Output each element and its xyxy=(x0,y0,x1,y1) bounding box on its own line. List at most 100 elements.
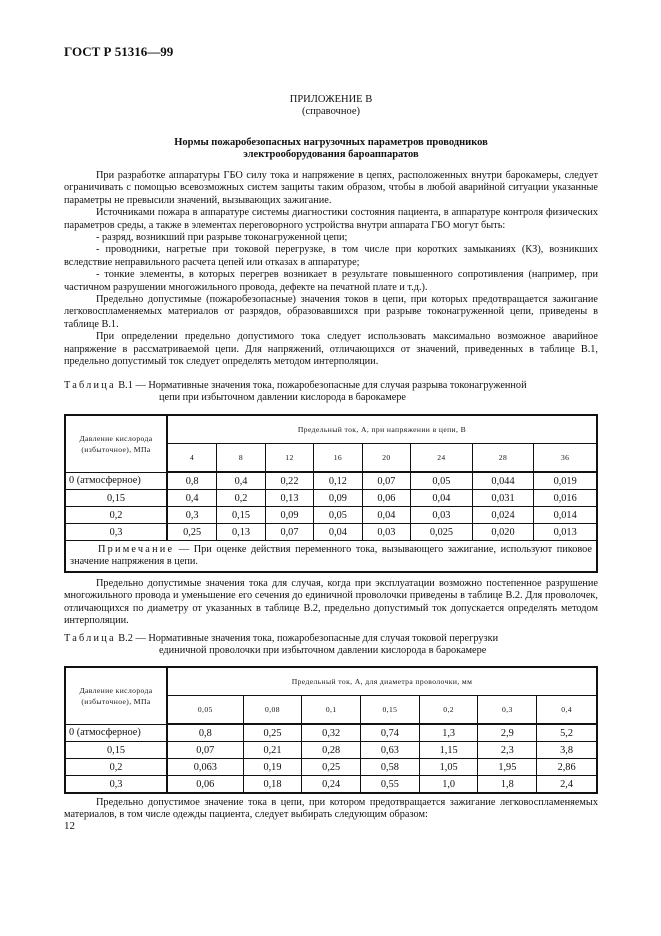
paragraph: Источниками пожара в аппаратуре системы … xyxy=(64,207,598,231)
section-heading-1: Нормы пожаробезопасных нагрузочных парам… xyxy=(174,137,488,148)
column-header: 16 xyxy=(313,443,363,473)
table-cell: 0,04 xyxy=(313,523,363,541)
table-cell: 2,86 xyxy=(536,758,598,776)
table-cell: 0,4 xyxy=(166,489,218,507)
table-cell: 0,2 xyxy=(216,489,266,507)
table-cell: 0,03 xyxy=(361,523,412,541)
list-item: - проводники, нагретые при токовой перег… xyxy=(64,244,598,268)
table-cell: 0,13 xyxy=(216,523,266,541)
table-cell: 1,95 xyxy=(477,758,538,776)
table-cell: 0,74 xyxy=(360,723,420,742)
table-cell: 1,8 xyxy=(477,775,538,794)
column-header: 4 xyxy=(166,443,218,473)
table-cell: 0,63 xyxy=(360,741,420,759)
table-cell: 0,05 xyxy=(313,506,363,524)
row-header: Давление кислорода (избыточное), МПа xyxy=(64,666,168,725)
paragraph-2: Предельно допустимые значения тока для с… xyxy=(64,578,598,628)
table-row: 0 (атмосферное) 0,8 0,4 0,22 0,12 0,07 0,05 0,0… xyxy=(64,471,598,490)
table-row: 0,3 0,25 0,13 0,07 0,04 0,03 0,025 0,020 0,013 xyxy=(64,523,598,541)
table-cell: 0,07 xyxy=(166,741,244,759)
table-cell: 0,07 xyxy=(264,523,315,541)
table2-caption: Таблица В.2 — Нормативные значения тока,… xyxy=(64,633,604,658)
table-cell: 0,09 xyxy=(313,489,363,507)
row-label: 0,3 xyxy=(64,775,168,794)
column-header: 0,2 xyxy=(418,695,479,725)
paragraph: Предельно допустимое значение тока в цеп… xyxy=(64,797,598,821)
paragraph: Предельно допустимые значения тока для с… xyxy=(64,578,598,627)
table-cell: 2,3 xyxy=(477,741,538,759)
column-header: 0,15 xyxy=(360,695,420,725)
paragraph: При разработке аппаратуры ГБО силу тока … xyxy=(64,170,598,206)
table-cell: 0,25 xyxy=(242,723,303,742)
table-cell: 0,19 xyxy=(242,758,303,776)
table-label: Таблица xyxy=(64,380,116,391)
row-label: 0 (атмосферное) xyxy=(64,471,168,490)
row-label: 0,2 xyxy=(64,758,168,776)
row-label: 0,2 xyxy=(64,506,168,524)
table-cell: 3,8 xyxy=(536,741,598,759)
table-cell: 0,024 xyxy=(471,506,535,524)
table-cell: 2,9 xyxy=(477,723,538,742)
table-row: 0,15 0,07 0,21 0,28 0,63 1,15 2,3 3,8 xyxy=(64,741,598,759)
table-cell: 0,22 xyxy=(264,471,315,490)
paragraph-3: Предельно допустимое значение тока в цеп… xyxy=(64,797,598,822)
column-header: 36 xyxy=(533,443,598,473)
table-cell: 0,019 xyxy=(533,471,598,490)
paragraph: Предельно допустимые (пожаробезопасные) … xyxy=(64,294,598,330)
table-cell: 0,55 xyxy=(360,775,420,794)
table-cell: 0,03 xyxy=(410,506,473,524)
table-cell: 0,24 xyxy=(301,775,362,794)
appendix-subtitle: (справочное) xyxy=(302,106,360,117)
table-cell: 1,3 xyxy=(418,723,479,742)
table-row: 0,15 0,4 0,2 0,13 0,09 0,06 0,04 0,031 0,016 xyxy=(64,489,598,507)
caption-text: цепи при избыточном давлении кислорода в… xyxy=(159,392,406,404)
table-cell: 0,32 xyxy=(301,723,362,742)
table-cell: 5,2 xyxy=(536,723,598,742)
table-row: 0 (атмосферное) 0,8 0,25 0,32 0,74 1,3 2,9 5,2 xyxy=(64,723,598,742)
table-cell: 0,13 xyxy=(264,489,315,507)
table-cell: 0,15 xyxy=(216,506,266,524)
paragraph: При определении предельно допустимого то… xyxy=(64,331,598,368)
column-header: 0,1 xyxy=(301,695,362,725)
table-cell: 0,04 xyxy=(410,489,473,507)
column-header: 0,05 xyxy=(166,695,244,725)
column-header: 20 xyxy=(361,443,412,473)
table-cell: 2,4 xyxy=(536,775,598,794)
table-cell: 0,014 xyxy=(533,506,598,524)
table-note: Примечание — При оценке действия перемен… xyxy=(64,540,598,573)
table-cell: 0,21 xyxy=(242,741,303,759)
table-cell: 0,07 xyxy=(361,471,412,490)
note-text: — При оценке действия переменного тока, … xyxy=(70,544,592,567)
table-cell: 0,06 xyxy=(361,489,412,507)
table-cell: 0,25 xyxy=(166,523,218,541)
table-cell: 0,8 xyxy=(166,471,218,490)
table1-caption: Таблица В.1 — Нормативные значения тока,… xyxy=(64,380,604,405)
table-cell: 0,25 xyxy=(301,758,362,776)
table-cell: 0,020 xyxy=(471,523,535,541)
column-header: 0,3 xyxy=(477,695,538,725)
caption-text: единичной проволочки при избыточном давл… xyxy=(159,645,487,657)
row-header: Давление кислорода (избыточное), МПа xyxy=(64,414,168,473)
document-header: ГОСТ Р 51316—99 xyxy=(64,44,174,59)
table-cell: 0,12 xyxy=(313,471,363,490)
table-label: Таблица xyxy=(64,633,116,644)
column-header: 12 xyxy=(264,443,315,473)
table-row: 0,3 0,06 0,18 0,24 0,55 1,0 1,8 2,4 xyxy=(64,775,598,794)
table-cell: 1,0 xyxy=(418,775,479,794)
table-cell: 0,4 xyxy=(216,471,266,490)
table-cell: 1,05 xyxy=(418,758,479,776)
note-label: Примечание xyxy=(98,544,175,555)
table-cell: 0,063 xyxy=(166,758,244,776)
table-cell: 0,06 xyxy=(166,775,244,794)
row-label: 0,15 xyxy=(64,489,168,507)
table-cell: 0,04 xyxy=(361,506,412,524)
column-header: 0,4 xyxy=(536,695,598,725)
group-header: Предельный ток, А, для диаметра проволоч… xyxy=(166,666,598,696)
group-header: Предельный ток, А, при напряжении в цепи… xyxy=(166,414,598,444)
table-row: 0,2 0,063 0,19 0,25 0,58 1,05 1,95 2,86 xyxy=(64,758,598,776)
caption-text: В.2 — Нормативные значения тока, пожароб… xyxy=(118,633,499,644)
table-row: 0,2 0,3 0,15 0,09 0,05 0,04 0,03 0,024 0,014 xyxy=(64,506,598,524)
table-cell: 0,031 xyxy=(471,489,535,507)
table-cell: 0,025 xyxy=(410,523,473,541)
table-cell: 0,09 xyxy=(264,506,315,524)
